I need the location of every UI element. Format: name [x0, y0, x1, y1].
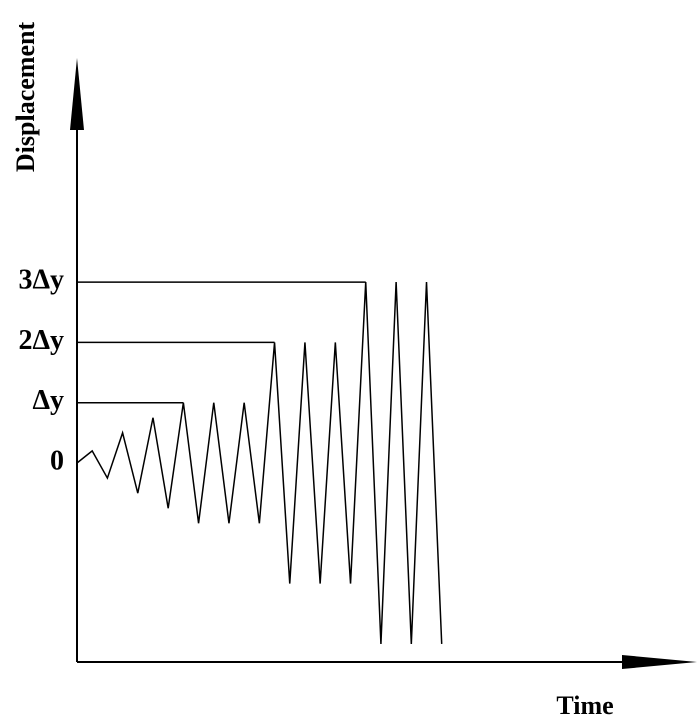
y-axis-title: Displacement — [11, 22, 40, 173]
y-axis-arrow — [70, 58, 84, 130]
line — [76, 282, 443, 644]
x-axis-title: Time — [556, 691, 613, 720]
x-axis-arrow — [622, 655, 697, 669]
y-tick-label: 2Δy — [18, 325, 64, 356]
y-tick-label: 0 — [50, 445, 64, 476]
y-tick-label: 3Δy — [18, 265, 64, 296]
y-tick-label: Δy — [32, 385, 64, 416]
